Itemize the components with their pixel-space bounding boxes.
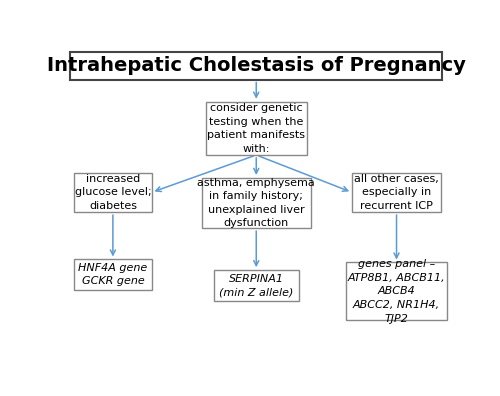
FancyBboxPatch shape [214,270,299,301]
FancyBboxPatch shape [206,102,306,155]
Text: SERPINA1
(min Z allele): SERPINA1 (min Z allele) [219,274,294,297]
FancyBboxPatch shape [74,173,152,212]
Text: increased
glucose level;
diabetes: increased glucose level; diabetes [74,174,151,211]
Text: all other cases,
especially in
recurrent ICP: all other cases, especially in recurrent… [354,174,439,211]
FancyBboxPatch shape [352,173,441,212]
FancyBboxPatch shape [70,52,442,80]
Text: genes panel –
ATP8B1, ABCB11,
ABCB4
ABCC2, NR1H4,
TJP2: genes panel – ATP8B1, ABCB11, ABCB4 ABCC… [348,259,446,324]
Text: Intrahepatic Cholestasis of Pregnancy: Intrahepatic Cholestasis of Pregnancy [47,56,466,75]
Text: consider genetic
testing when the
patient manifests
with:: consider genetic testing when the patien… [208,103,305,154]
Text: asthma, emphysema
in family history;
unexplained liver
dysfunction: asthma, emphysema in family history; une… [198,178,315,228]
FancyBboxPatch shape [74,259,152,290]
FancyBboxPatch shape [202,178,310,228]
FancyBboxPatch shape [346,263,447,320]
Text: HNF4A gene
GCKR gene: HNF4A gene GCKR gene [78,263,148,286]
